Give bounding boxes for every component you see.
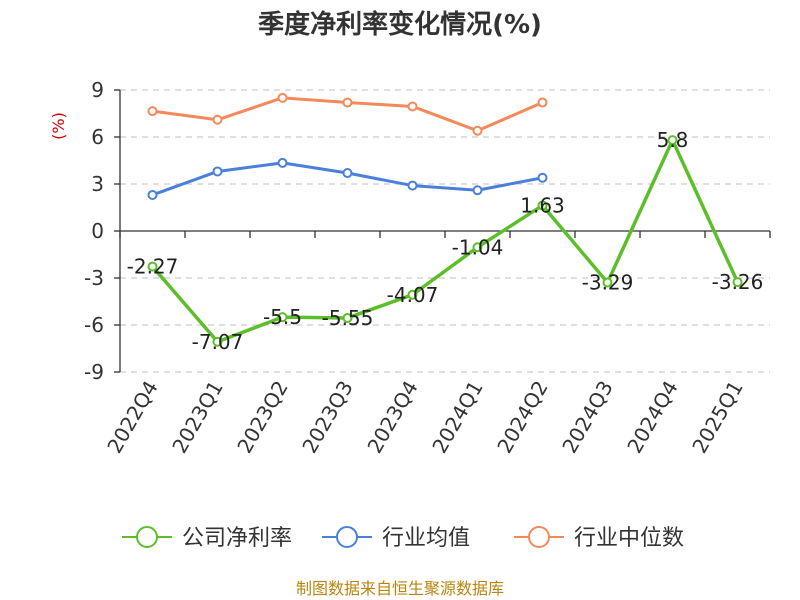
data-label: -2.27 (127, 255, 179, 279)
legend[interactable]: 公司净利率 行业均值 行业中位数 (122, 526, 684, 551)
data-point (537, 172, 548, 183)
data-point (147, 189, 158, 200)
chart-title: 季度净利率变化情况(%) (258, 9, 542, 40)
data-label: -3.26 (712, 270, 764, 294)
data-point (407, 289, 418, 300)
data-label: -1.04 (452, 235, 504, 259)
data-point (407, 101, 418, 112)
x-tick-label: 2024Q1 (427, 377, 487, 458)
data-point (277, 312, 288, 323)
data-label: 5.8 (657, 128, 689, 152)
data-label: -3.29 (582, 271, 634, 295)
data-point (602, 277, 613, 288)
data-point (537, 97, 548, 108)
data-point (407, 180, 418, 191)
data-point (342, 97, 353, 108)
x-tick-label: 2023Q2 (232, 377, 292, 458)
y-tick-label: 0 (91, 219, 104, 243)
data-point (472, 185, 483, 196)
series-line-1 (151, 161, 543, 197)
data-point (472, 242, 483, 253)
data-point (342, 168, 353, 179)
data-label: 1.63 (520, 193, 565, 217)
legend-label: 行业中位数 (574, 526, 684, 551)
data-point (212, 114, 223, 125)
data-point (212, 336, 223, 347)
x-tick-label: 2023Q1 (167, 377, 227, 458)
data-point (147, 261, 158, 272)
series-line-0 (151, 138, 740, 344)
y-tick-label: 9 (91, 78, 104, 102)
series-group (147, 92, 743, 347)
data-label: -4.07 (387, 283, 439, 307)
data-labels: -2.27 -7.07 -5.5 -5.55 -4.07 -1.04 1.63 -3.29 5.… (127, 128, 764, 354)
legend-item-2[interactable]: 行业中位数 (514, 526, 684, 551)
x-tick-label: 2023Q3 (297, 377, 357, 458)
grid (120, 89, 770, 373)
legend-item-0[interactable]: 公司净利率 (122, 526, 292, 551)
y-tick-label: -6 (84, 313, 104, 337)
data-point (342, 312, 353, 323)
x-tick-label: 2024Q2 (492, 377, 552, 458)
data-point (732, 277, 743, 288)
x-tick-label: 2024Q3 (557, 377, 617, 458)
x-tick-label: 2022Q4 (102, 377, 162, 458)
data-point (537, 200, 548, 211)
y-tick-label: 6 (91, 125, 104, 149)
data-label: -5.5 (263, 305, 302, 329)
source-note: 制图数据来自恒生聚源数据库 (296, 579, 504, 598)
data-point (212, 166, 223, 177)
legend-item-1[interactable]: 行业均值 (322, 526, 470, 551)
x-tick-label: 2024Q4 (622, 377, 682, 458)
x-tick-label: 2023Q4 (362, 377, 422, 458)
y-axis-label: (%) (49, 112, 68, 140)
data-point (147, 106, 158, 117)
y-tick-label: 3 (91, 172, 104, 196)
data-label: -5.55 (322, 306, 374, 330)
data-point (472, 125, 483, 136)
data-point (667, 135, 678, 146)
y-tick-label: -3 (84, 266, 104, 290)
data-point (277, 92, 288, 103)
y-tick-label: -9 (84, 360, 104, 384)
legend-label: 行业均值 (382, 526, 470, 551)
x-tick-label: 2025Q1 (687, 377, 747, 458)
data-point (277, 157, 288, 168)
legend-label: 公司净利率 (182, 526, 292, 551)
legend-marker (528, 526, 550, 548)
data-label: -7.07 (192, 330, 244, 354)
legend-marker (136, 526, 158, 548)
legend-marker (336, 526, 358, 548)
